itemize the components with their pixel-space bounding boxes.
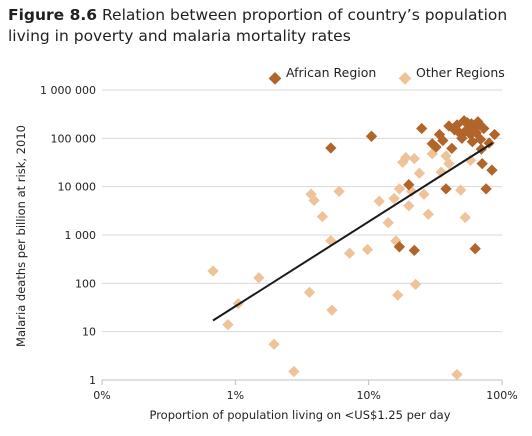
legend-label-other: Other Regions (416, 65, 505, 80)
data-point-other (459, 211, 471, 224)
y-tick-label: 1 000 000 (40, 84, 96, 97)
legend-marker-other (398, 72, 412, 85)
trend-line-group (212, 142, 494, 322)
data-point-african (486, 164, 498, 176)
data-point-other (451, 368, 463, 381)
y-tick-label: 1 000 (65, 229, 97, 242)
data-point-other (382, 217, 394, 229)
y-tick-label: 10 (82, 326, 96, 339)
data-point-other (268, 338, 280, 350)
y-tick-label: 10 000 (58, 181, 97, 194)
data-point-other (288, 365, 300, 378)
x-tick-label: 100% (486, 389, 517, 402)
data-point-other (207, 265, 219, 277)
x-axis-title: Proportion of population living on <US$1… (149, 408, 450, 422)
data-point-other (408, 152, 420, 165)
legend-label-african: African Region (286, 65, 376, 80)
y-tick-label: 100 (75, 277, 96, 290)
data-point-other (326, 304, 338, 316)
y-tick-label: 100 000 (51, 132, 97, 145)
data-point-other (422, 208, 434, 220)
data-point-other (253, 272, 265, 284)
data-point-other (393, 183, 406, 195)
trend-line (212, 142, 494, 322)
data-point-other (333, 185, 345, 198)
x-axis: 0% 1% 10% 100% (93, 379, 518, 402)
x-tick-label: 0% (93, 389, 110, 402)
data-points (207, 115, 501, 381)
data-point-other (403, 200, 415, 212)
data-point-other (455, 184, 467, 196)
data-point-african (469, 243, 481, 255)
data-point-other (361, 243, 374, 256)
y-tick-label: 1 (89, 374, 96, 387)
data-point-other (409, 278, 422, 291)
data-point-other (413, 167, 426, 179)
data-point-other (316, 210, 329, 223)
chart-title: Figure 8.6 Relation between proportion o… (8, 5, 528, 47)
data-point-african (325, 142, 337, 154)
data-point-african (408, 244, 420, 257)
data-point-other (222, 318, 234, 331)
y-axis-title: Malaria deaths per billion at risk, 2010 (14, 125, 28, 347)
data-point-african (480, 183, 492, 195)
y-axis: 1 10 100 1 000 10 000 100 000 1 000 000 (40, 84, 96, 387)
data-point-other (343, 247, 356, 259)
x-tick-label: 10% (356, 389, 380, 402)
data-point-african (365, 130, 378, 142)
figure-title-text: Relation between proportion of country’s… (8, 6, 508, 45)
data-point-african (476, 157, 488, 170)
data-point-other (392, 289, 404, 301)
data-point-other (303, 286, 316, 299)
data-point-other (373, 195, 385, 207)
data-point-african (440, 183, 452, 195)
legend-marker-african (268, 72, 282, 85)
data-point-african (416, 122, 428, 135)
legend: African Region Other Regions (268, 65, 505, 85)
figure-label: Figure 8.6 (8, 6, 98, 24)
x-tick-label: 1% (227, 389, 244, 402)
